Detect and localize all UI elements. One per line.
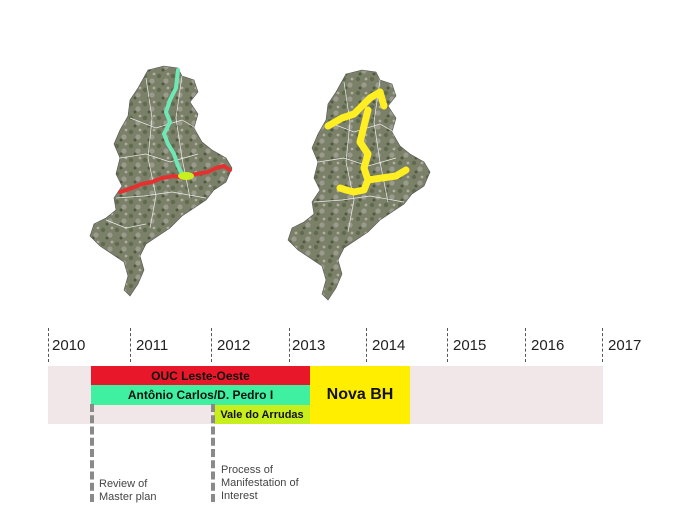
city-outline bbox=[287, 69, 431, 301]
route-vale-arrudas bbox=[178, 172, 194, 180]
operations-map bbox=[86, 58, 242, 304]
year-tick-2010 bbox=[48, 328, 49, 362]
marker-manifestation bbox=[211, 404, 215, 502]
note-line: Master plan bbox=[99, 491, 157, 503]
district-boundaries bbox=[105, 75, 207, 229]
city-map-right bbox=[287, 69, 431, 301]
year-label: 2010 bbox=[52, 337, 86, 354]
year-tick-2016 bbox=[525, 328, 526, 362]
note-line: Interest bbox=[221, 490, 258, 502]
year-label: 2012 bbox=[217, 337, 251, 354]
year-label: 2011 bbox=[136, 337, 169, 354]
year-label: 2016 bbox=[531, 337, 565, 354]
year-label: 2015 bbox=[453, 337, 487, 354]
note-line: Process of bbox=[221, 464, 273, 476]
note-line: Manifestation of bbox=[221, 477, 299, 489]
year-label: 2014 bbox=[372, 337, 406, 354]
route-nova-bh bbox=[324, 88, 410, 196]
year-tick-2012 bbox=[211, 328, 212, 362]
year-tick-2017 bbox=[602, 328, 603, 362]
city-map-left bbox=[89, 65, 233, 297]
year-tick-2014 bbox=[366, 328, 367, 362]
city-outline bbox=[89, 65, 233, 297]
year-label: 2017 bbox=[608, 337, 642, 354]
year-tick-2015 bbox=[447, 328, 448, 362]
district-boundaries bbox=[313, 79, 405, 233]
year-tick-2011 bbox=[130, 328, 131, 362]
note-review-master-plan: Review of Master plan bbox=[99, 478, 156, 504]
nova-bh-map bbox=[284, 62, 440, 308]
marker-review bbox=[90, 404, 94, 502]
year-label: 2013 bbox=[292, 337, 326, 354]
note-manifestation-of-interest: Process of Manifestation of Interest bbox=[221, 464, 299, 503]
note-line: Review of bbox=[99, 478, 148, 490]
route-antonio-carlos bbox=[162, 68, 184, 176]
bar-antonio-carlos: Antônio Carlos/D. Pedro I bbox=[91, 385, 310, 405]
bar-vale-do-arrudas: Vale do Arrudas bbox=[214, 405, 310, 424]
bar-ouc-leste-oeste: OUC Leste-Oeste bbox=[91, 366, 310, 385]
year-tick-2013 bbox=[289, 328, 290, 362]
bar-nova-bh: Nova BH bbox=[310, 366, 410, 424]
